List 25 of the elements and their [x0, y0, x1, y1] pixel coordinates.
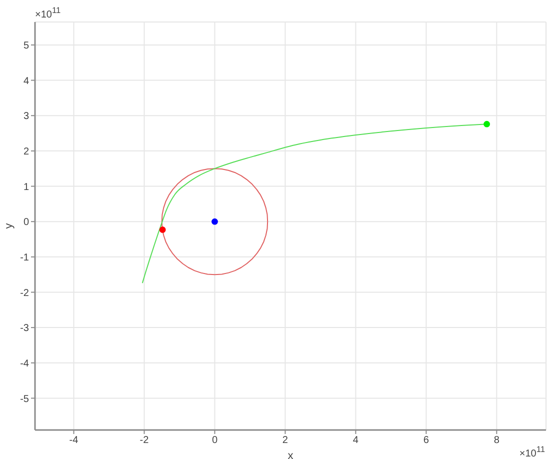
y-tick-label: -3	[20, 323, 30, 334]
x-tick-label: 2	[282, 435, 288, 446]
y-tick-label: 3	[23, 111, 30, 122]
x-tick-label: 8	[494, 435, 500, 446]
point	[212, 218, 218, 225]
x-tick-label: 6	[423, 435, 430, 446]
x-tick-label: 0	[212, 435, 218, 446]
x-tick-label: -4	[69, 435, 79, 446]
y-axis-title: y	[2, 222, 15, 229]
y-tick-label: -4	[20, 358, 30, 370]
y-tick-label: 4	[23, 76, 30, 87]
point	[159, 226, 166, 233]
text: ×10$^{11}$	[35, 4, 61, 22]
x-tick-label: -2	[140, 435, 150, 446]
point	[484, 120, 490, 128]
y-tick-label: -2	[20, 288, 30, 299]
y-tick-label: 0	[23, 217, 30, 228]
y-tick-label: 5	[23, 40, 30, 52]
x-tick-label: 4	[352, 435, 359, 446]
y-tick-label: -1	[20, 252, 30, 264]
y-tick-label: 2	[23, 146, 30, 158]
x-axis-title: x	[288, 450, 294, 459]
y-tick-label: 1	[23, 182, 30, 193]
y-tick-label: -5	[20, 394, 30, 405]
text: ×10$^{11}$	[519, 443, 545, 459]
